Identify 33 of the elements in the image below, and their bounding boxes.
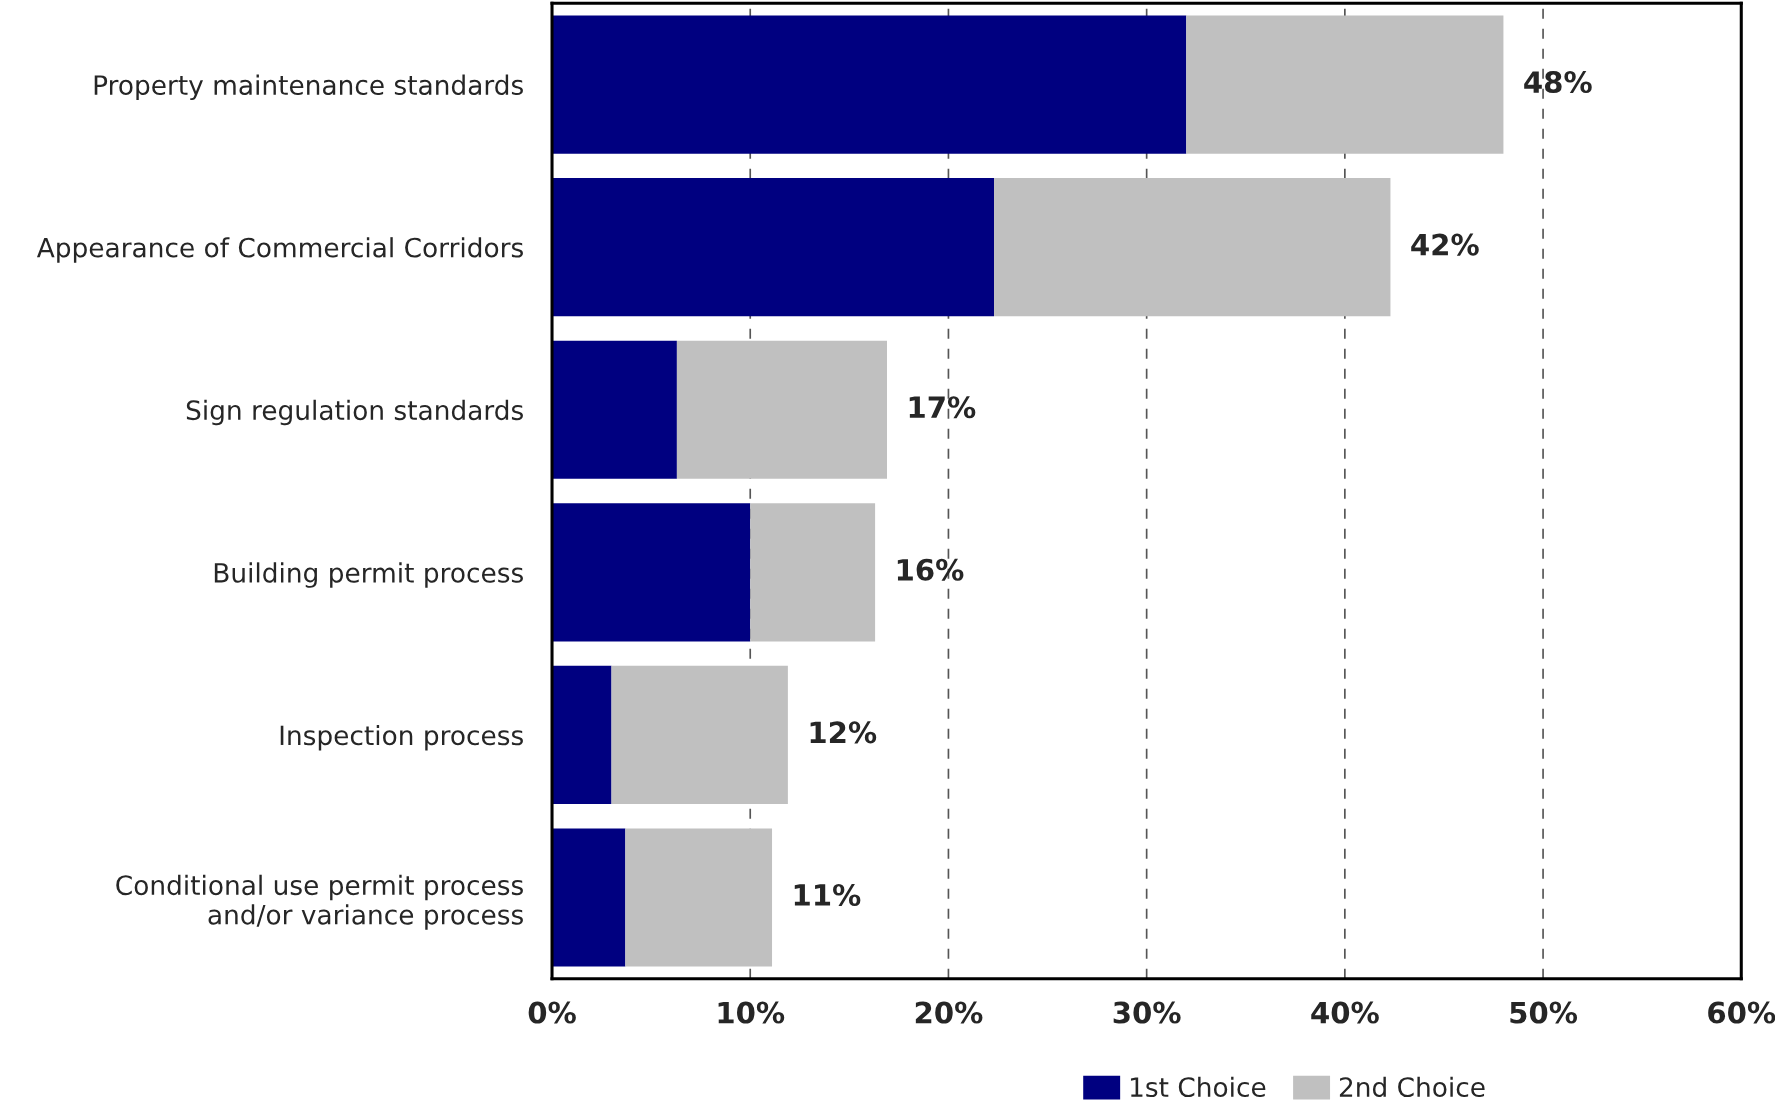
y-tick-label: Appearance of Commercial Corridors	[36, 237, 523, 263]
bar	[552, 340, 677, 479]
y-tick-label: Property maintenance standards	[94, 74, 523, 101]
bar	[611, 665, 788, 805]
total-label: 17%	[909, 396, 976, 419]
y-tick-label: Inspection process	[280, 724, 523, 751]
total-label: 11%	[794, 883, 861, 906]
x-tick-label: 40%	[1311, 1001, 1379, 1024]
x-tick-label: 20%	[915, 1001, 983, 1024]
x-tick-label: 10%	[718, 1001, 785, 1024]
legend-label: 2nd Choice	[1339, 1076, 1485, 1098]
bar	[625, 828, 773, 967]
bar	[994, 178, 1391, 317]
bar	[552, 15, 1187, 154]
x-tick-label: 30%	[1113, 1001, 1181, 1024]
bar	[750, 503, 876, 642]
y-tick-label: Sign regulation standards	[186, 399, 523, 426]
bar	[552, 665, 612, 805]
legend-label: 1st Choice	[1130, 1076, 1266, 1098]
bar	[552, 178, 995, 317]
x-tick-label: 0%	[528, 1001, 576, 1024]
x-tick-label: 60%	[1708, 1001, 1775, 1024]
y-tick-label: Building permit process	[214, 562, 523, 588]
bar	[1186, 15, 1504, 154]
total-label: 48%	[1524, 71, 1592, 94]
total-label: 42%	[1411, 233, 1479, 256]
x-tick-label: 50%	[1510, 1001, 1578, 1024]
total-label: 12%	[810, 721, 877, 744]
total-label: 16%	[897, 558, 964, 581]
bar	[552, 503, 751, 642]
bar	[552, 828, 626, 967]
bar	[676, 340, 887, 479]
y-tick-label: Conditional use permit process and/or variance process	[116, 874, 523, 930]
